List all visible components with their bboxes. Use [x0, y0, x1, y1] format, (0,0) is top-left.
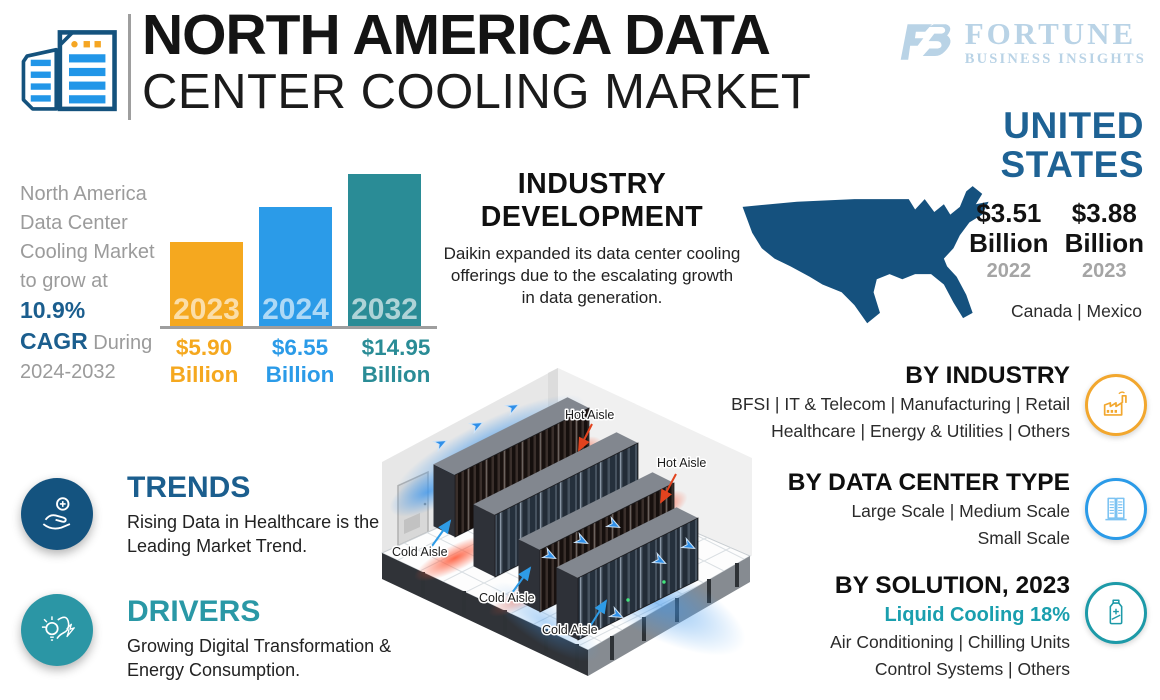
bar-2032: 2032 — [348, 174, 421, 326]
coolant-bottle-icon — [1085, 582, 1147, 644]
hot-aisle-label: Hot Aisle — [565, 408, 614, 422]
segment-items: Healthcare | Energy & Utilities | Others — [771, 421, 1070, 441]
industry-development-body: Daikin expanded its data center cooling … — [443, 244, 741, 307]
chart-value-labels: $5.90 Billion $6.55 Billion $14.95 Billion — [157, 334, 443, 394]
server-rack-row — [556, 507, 699, 641]
bar-year-label: 2023 — [173, 293, 240, 326]
cagr-label: CAGR — [20, 328, 88, 354]
segment-items: Small Scale — [977, 528, 1070, 548]
trends-icon — [21, 478, 93, 550]
forecast-period: 2024-2032 — [20, 361, 116, 383]
brand-logo: FORTUNE BUSINESS INSIGHTS — [899, 18, 1146, 68]
title-line-2: CENTER COOLING MARKET — [142, 65, 812, 119]
cold-aisle-label: Cold Aisle — [479, 591, 535, 605]
market-summary-text: North America Data Center Cooling Market… — [20, 180, 172, 387]
right-wall — [558, 368, 752, 556]
market-size-bar-chart: 2023 2024 2032 — [163, 170, 435, 326]
cold-aisle-arrow — [431, 519, 452, 547]
page-title: NORTH AMERICA DATA CENTER COOLING MARKET — [142, 4, 811, 118]
fb-monogram-icon — [900, 24, 951, 60]
cold-aisle-label: Cold Aisle — [392, 545, 448, 559]
drivers-icon — [21, 594, 93, 666]
summary-during: During — [93, 332, 153, 354]
building-icon — [1085, 478, 1147, 540]
brand-name: FORTUNE — [964, 16, 1137, 51]
cold-aisle-arrow — [588, 599, 608, 629]
segment-title: BY DATA CENTER TYPE — [787, 469, 1070, 496]
segment-items: Large Scale | Medium Scale — [851, 501, 1070, 521]
drivers-section: DRIVERS Growing Digital Transformation &… — [127, 595, 395, 682]
segment-highlight: Liquid Cooling 18% — [884, 604, 1070, 626]
segment-by-solution: BY SOLUTION, 2023 Liquid Cooling 18% Air… — [830, 571, 1070, 683]
united-states-heading: UNITED STATES — [1000, 105, 1144, 185]
segment-by-data-center-type: BY DATA CENTER TYPE Large Scale | Medium… — [788, 468, 1070, 552]
brand-subtitle: BUSINESS INSIGHTS — [964, 51, 1146, 67]
segment-items: Air Conditioning | Chilling Units — [830, 632, 1070, 652]
summary-lead: North America Data Center Cooling Market… — [20, 183, 155, 292]
usa-map — [742, 186, 989, 324]
data-center-buildings-icon — [21, 30, 117, 112]
cold-aisle-label: Cold Aisle — [542, 623, 598, 637]
bar-year-label: 2024 — [262, 293, 329, 326]
countries-list: Canada | Mexico — [1010, 301, 1142, 321]
industry-development-section: INDUSTRY DEVELOPMENT Daikin expanded its… — [442, 168, 742, 309]
title-line-1: NORTH AMERICA DATA — [142, 3, 771, 67]
segment-items: BFSI | IT & Telecom | Manufacturing | Re… — [731, 394, 1070, 414]
trends-section: TRENDS Rising Data in Healthcare is the … — [127, 471, 385, 558]
bar-year-label: 2032 — [351, 293, 418, 326]
hot-aisle-arrow — [660, 473, 677, 504]
segment-title: BY SOLUTION, 2023 — [834, 572, 1070, 599]
drivers-body: Growing Digital Transformation & Energy … — [127, 636, 392, 680]
cold-aisle-arrow — [511, 566, 532, 594]
factory-icon — [1085, 374, 1147, 436]
trends-body: Rising Data in Healthcare is the Leading… — [127, 512, 380, 556]
value-label-2024: $6.55 Billion — [265, 335, 335, 387]
value-label-2032: $14.95 Billion — [361, 335, 431, 387]
cagr-value: 10.9% — [20, 297, 86, 323]
segment-by-industry: BY INDUSTRY BFSI | IT & Telecom | Manufa… — [731, 361, 1070, 445]
data-center-room-illustration: Hot Aisle Hot Aisle Cold Aisle Cold Aisl… — [380, 368, 752, 676]
us-stat-2022: $3.51 Billion 2022 — [969, 198, 1049, 282]
drivers-title: DRIVERS — [127, 595, 261, 628]
segment-items: Control Systems | Others — [874, 659, 1070, 679]
us-stat-2023: $3.88 Billion 2023 — [1064, 198, 1144, 282]
chart-baseline — [160, 326, 437, 329]
hot-aisle-label: Hot Aisle — [657, 456, 706, 470]
value-label-2023: $5.90 Billion — [169, 335, 239, 387]
bar-2023: 2023 — [170, 242, 243, 326]
trends-title: TRENDS — [127, 471, 251, 504]
industry-development-title: INDUSTRY DEVELOPMENT — [480, 168, 704, 233]
segment-title: BY INDUSTRY — [905, 362, 1070, 389]
hot-aisle-arrow — [578, 423, 593, 452]
us-market-stats: $3.51 Billion 2022 $3.88 Billion 2023 — [969, 198, 1144, 283]
header-divider — [128, 14, 131, 120]
bar-2024: 2024 — [259, 207, 332, 326]
